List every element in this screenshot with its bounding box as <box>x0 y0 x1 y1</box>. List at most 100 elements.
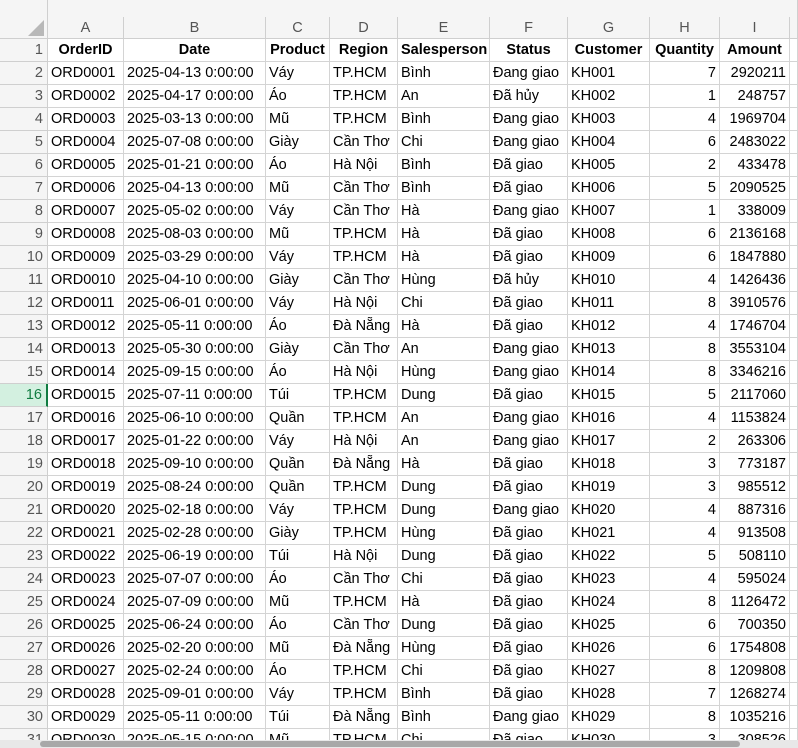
cell[interactable]: 1126472 <box>720 591 790 614</box>
cell[interactable]: KH025 <box>568 614 650 637</box>
column-header[interactable]: H <box>650 17 720 39</box>
header-cell[interactable]: OrderID <box>48 39 124 62</box>
cell[interactable]: Đang giao <box>490 131 568 154</box>
cell[interactable] <box>790 246 798 269</box>
cell[interactable]: KH011 <box>568 292 650 315</box>
cell[interactable]: ORD0015 <box>48 384 124 407</box>
cell[interactable]: Cần Thơ <box>330 269 398 292</box>
row-header[interactable]: 12 <box>0 292 48 315</box>
cell[interactable]: KH014 <box>568 361 650 384</box>
select-all[interactable] <box>0 0 48 39</box>
row-header[interactable]: 21 <box>0 499 48 522</box>
cell[interactable]: 2025-01-21 0:00:00 <box>124 154 266 177</box>
cell[interactable]: Đã giao <box>490 246 568 269</box>
cell[interactable]: 3910576 <box>720 292 790 315</box>
cell[interactable]: Áo <box>266 361 330 384</box>
row-header[interactable]: 23 <box>0 545 48 568</box>
cell[interactable]: 8 <box>650 292 720 315</box>
cell[interactable]: Dung <box>398 384 490 407</box>
cell[interactable]: Đang giao <box>490 499 568 522</box>
row-header[interactable]: 7 <box>0 177 48 200</box>
cell[interactable]: 4 <box>650 568 720 591</box>
cell[interactable]: An <box>398 407 490 430</box>
cell[interactable]: ORD0028 <box>48 683 124 706</box>
cell[interactable] <box>790 315 798 338</box>
cell[interactable]: Đã hủy <box>490 269 568 292</box>
cell[interactable]: ORD0020 <box>48 499 124 522</box>
cell[interactable]: 1209808 <box>720 660 790 683</box>
cell[interactable]: Đà Nẵng <box>330 637 398 660</box>
cell[interactable]: Đang giao <box>490 430 568 453</box>
header-cell[interactable]: Salesperson <box>398 39 490 62</box>
cell[interactable]: Váy <box>266 430 330 453</box>
cell[interactable]: ORD0007 <box>48 200 124 223</box>
cell[interactable]: Hà Nội <box>330 292 398 315</box>
cell[interactable]: KH001 <box>568 62 650 85</box>
cell[interactable]: Váy <box>266 499 330 522</box>
cell[interactable] <box>790 131 798 154</box>
cell[interactable]: KH002 <box>568 85 650 108</box>
cell[interactable] <box>790 39 798 62</box>
cell[interactable]: 8 <box>650 361 720 384</box>
cell[interactable]: ORD0016 <box>48 407 124 430</box>
cell[interactable] <box>790 614 798 637</box>
cell[interactable] <box>790 361 798 384</box>
cell[interactable]: 1969704 <box>720 108 790 131</box>
header-cell[interactable]: Quantity <box>650 39 720 62</box>
cell[interactable]: 2 <box>650 430 720 453</box>
cell[interactable]: Cần Thơ <box>330 177 398 200</box>
cell[interactable]: 5 <box>650 545 720 568</box>
column-header[interactable]: A <box>48 17 124 39</box>
cell[interactable]: TP.HCM <box>330 223 398 246</box>
cell[interactable]: 338009 <box>720 200 790 223</box>
cell[interactable]: Đà Nẵng <box>330 315 398 338</box>
cell[interactable]: ORD0029 <box>48 706 124 729</box>
cell[interactable]: Hà Nội <box>330 430 398 453</box>
cell[interactable]: KH003 <box>568 108 650 131</box>
cell[interactable]: TP.HCM <box>330 108 398 131</box>
cell[interactable] <box>790 430 798 453</box>
cell[interactable]: 6 <box>650 131 720 154</box>
cell[interactable]: Cần Thơ <box>330 200 398 223</box>
cell[interactable]: ORD0013 <box>48 338 124 361</box>
cell[interactable]: 595024 <box>720 568 790 591</box>
cell[interactable] <box>790 407 798 430</box>
cell[interactable]: Hùng <box>398 361 490 384</box>
cell[interactable]: KH026 <box>568 637 650 660</box>
cell[interactable] <box>790 591 798 614</box>
cell[interactable]: 2025-06-24 0:00:00 <box>124 614 266 637</box>
row-header[interactable]: 4 <box>0 108 48 131</box>
cell[interactable]: 2025-02-20 0:00:00 <box>124 637 266 660</box>
cell[interactable] <box>790 108 798 131</box>
cell[interactable]: ORD0014 <box>48 361 124 384</box>
cell[interactable]: 2025-08-24 0:00:00 <box>124 476 266 499</box>
cell[interactable]: An <box>398 338 490 361</box>
cell[interactable]: 2025-07-11 0:00:00 <box>124 384 266 407</box>
cell[interactable]: ORD0005 <box>48 154 124 177</box>
cell[interactable]: 773187 <box>720 453 790 476</box>
cell[interactable]: ORD0030 <box>48 729 124 740</box>
row-header[interactable]: 30 <box>0 706 48 729</box>
cell[interactable]: 2920211 <box>720 62 790 85</box>
cell[interactable]: KH017 <box>568 430 650 453</box>
cell[interactable]: 2025-05-11 0:00:00 <box>124 315 266 338</box>
row-header[interactable]: 17 <box>0 407 48 430</box>
cell[interactable]: 2025-05-15 0:00:00 <box>124 729 266 740</box>
cell[interactable]: 1754808 <box>720 637 790 660</box>
cell[interactable]: TP.HCM <box>330 476 398 499</box>
cell[interactable] <box>790 729 798 740</box>
row-header[interactable]: 5 <box>0 131 48 154</box>
cell[interactable]: KH010 <box>568 269 650 292</box>
cell[interactable]: Đã giao <box>490 568 568 591</box>
cell[interactable]: 2 <box>650 154 720 177</box>
cell[interactable]: 2025-07-09 0:00:00 <box>124 591 266 614</box>
header-cell[interactable]: Product <box>266 39 330 62</box>
cell[interactable]: 6 <box>650 223 720 246</box>
cell[interactable]: 985512 <box>720 476 790 499</box>
cell[interactable]: Đã giao <box>490 315 568 338</box>
cell[interactable]: An <box>398 85 490 108</box>
cell[interactable]: Mũ <box>266 177 330 200</box>
cell[interactable]: 2025-05-11 0:00:00 <box>124 706 266 729</box>
cell[interactable]: Váy <box>266 62 330 85</box>
cell[interactable]: Mũ <box>266 637 330 660</box>
